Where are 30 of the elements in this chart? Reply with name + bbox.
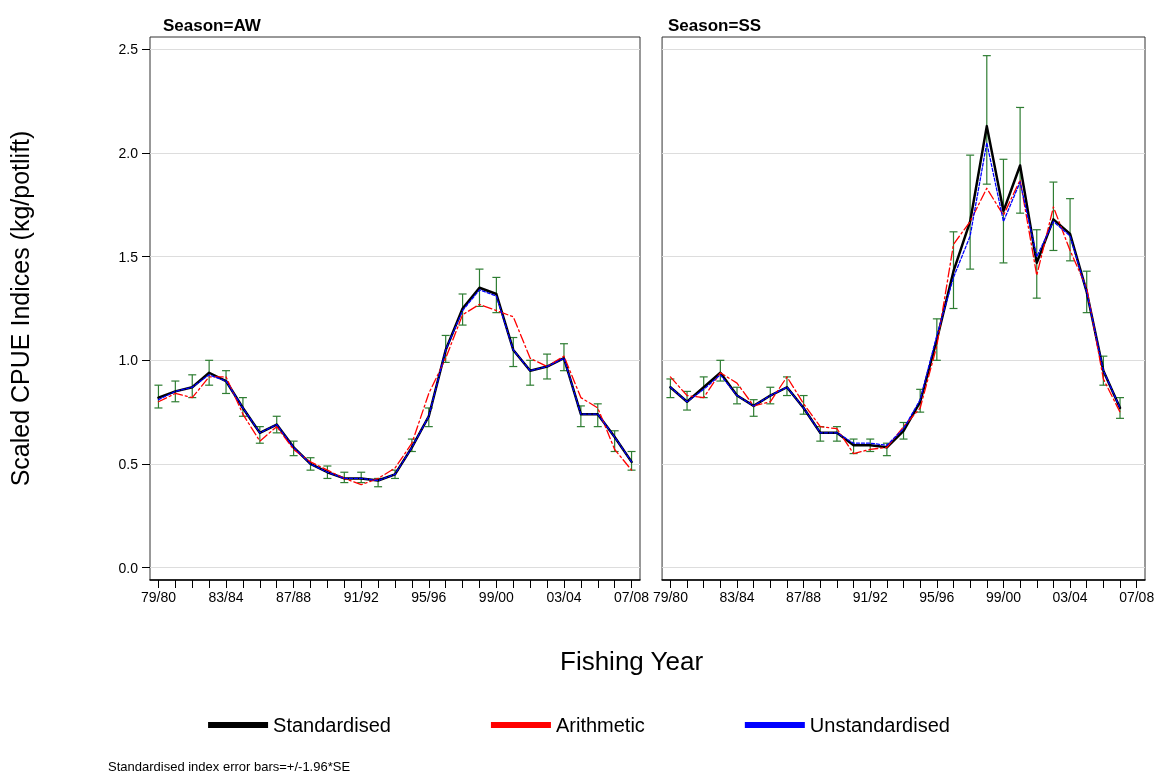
legend-label: Unstandardised: [809, 714, 950, 736]
x-tick-label: 99/00: [985, 589, 1022, 605]
y-axis-title: Scaled CPUE Indices (kg/potlift): [5, 130, 34, 487]
x-tick-label: 91/92: [852, 589, 888, 605]
y-tick-label: 0.5: [118, 455, 139, 472]
x-tick-label: 95/96: [411, 589, 447, 605]
y-tick-label: 0.0: [118, 559, 139, 576]
x-axis-title: Fishing Year: [560, 646, 704, 676]
y-tick-label: 1.0: [118, 352, 139, 369]
x-tick-label: 91/92: [343, 589, 379, 605]
legend-label: Standardised: [273, 714, 391, 736]
x-tick-label: 87/88: [276, 589, 312, 605]
x-tick-label: 03/04: [1052, 589, 1088, 605]
y-tick-label: 2.5: [118, 41, 139, 58]
x-tick-label: 99/00: [478, 589, 515, 605]
x-tick-label: 79/80: [140, 589, 177, 605]
x-tick-label: 83/84: [719, 589, 755, 605]
y-tick-label: 1.5: [118, 248, 139, 265]
x-tick-label: 95/96: [919, 589, 955, 605]
x-tick-label: 79/80: [652, 589, 689, 605]
x-tick-label: 07/08: [1119, 589, 1155, 605]
x-tick-label: 83/84: [208, 589, 244, 605]
x-tick-label: 07/08: [614, 589, 650, 605]
y-tick-label: 2.0: [118, 145, 139, 162]
chart-title: Season=AW: [163, 16, 262, 35]
x-tick-label: 03/04: [546, 589, 582, 605]
legend-label: Arithmetic: [555, 714, 645, 736]
chart-title: Season=SS: [668, 16, 762, 35]
x-tick-label: 87/88: [786, 589, 822, 605]
text: Standardised index error bars=+/-1.96*SE: [108, 759, 351, 774]
